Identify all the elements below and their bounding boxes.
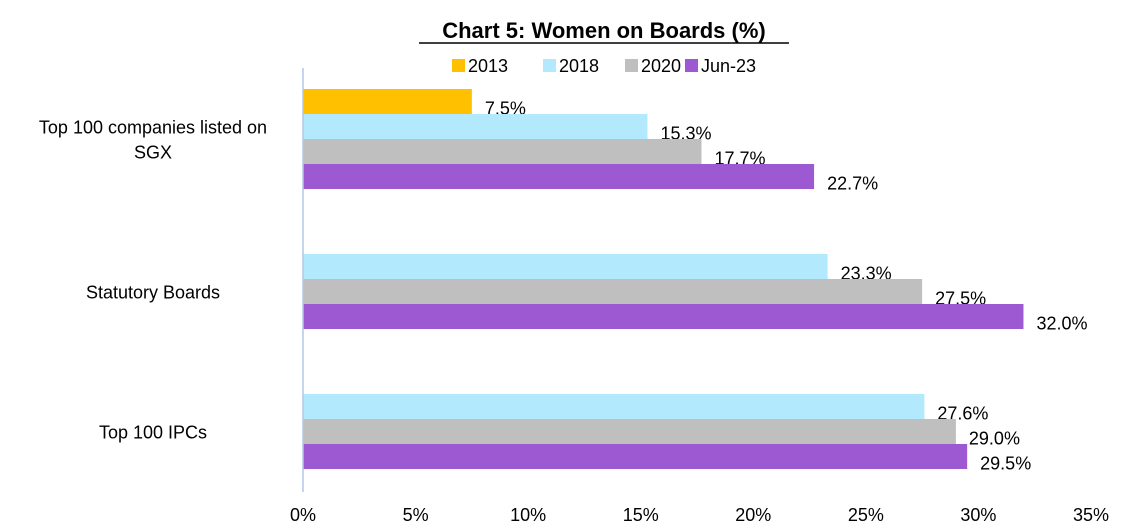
bar-2018-0: [303, 114, 648, 139]
legend-label-2018: 2018: [559, 56, 599, 76]
data-label-jun-23-1: 32.0%: [1036, 314, 1087, 334]
data-label-2018-0: 15.3%: [660, 124, 711, 144]
bar-2018-2: [303, 394, 925, 419]
category-label-2: Top 100 IPCs: [99, 423, 207, 443]
legend: 2013 2018 2020 Jun-23: [452, 56, 756, 76]
x-tick-label-0: 0%: [290, 505, 316, 525]
category-label-1: Statutory Boards: [86, 283, 220, 303]
legend-label-2020: 2020: [641, 56, 681, 76]
legend-swatch-2020: [625, 59, 638, 72]
x-tick-label-15: 15%: [623, 505, 659, 525]
chart-title: Chart 5: Women on Boards (%): [442, 18, 766, 43]
data-label-2020-1: 27.5%: [935, 289, 986, 309]
bar-2020-0: [303, 139, 702, 164]
legend-swatch-2013: [452, 59, 465, 72]
legend-label-2013: 2013: [468, 56, 508, 76]
x-tick-label-30: 30%: [960, 505, 996, 525]
bar-jun-23-0: [303, 164, 815, 189]
data-label-jun-23-0: 22.7%: [827, 174, 878, 194]
legend-swatch-2018: [543, 59, 556, 72]
data-label-2013-0: 7.5%: [485, 99, 526, 119]
data-label-2018-2: 27.6%: [937, 404, 988, 424]
data-label-2018-1: 23.3%: [841, 264, 892, 284]
x-tick-label-35: 35%: [1073, 505, 1109, 525]
x-tick-label-10: 10%: [510, 505, 546, 525]
bar-2020-2: [303, 419, 956, 444]
category-labels: Top 100 companies listed on SGX Statutory …: [39, 118, 267, 443]
bar-2013-0: [303, 89, 472, 114]
x-tick-label-5: 5%: [403, 505, 429, 525]
x-tick-label-25: 25%: [848, 505, 884, 525]
bar-2018-1: [303, 254, 828, 279]
bar-2020-1: [303, 279, 923, 304]
legend-swatch-jun-23: [685, 59, 698, 72]
x-axis-tick-labels: 0% 5% 10% 15% 20% 25% 30% 35%: [290, 505, 1109, 525]
x-tick-label-20: 20%: [735, 505, 771, 525]
data-label-2020-0: 17.7%: [715, 149, 766, 169]
category-label-0: Top 100 companies listed on SGX: [39, 118, 267, 163]
bar-jun-23-2: [303, 444, 968, 469]
legend-label-jun-23: Jun-23: [701, 56, 756, 76]
bar-jun-23-1: [303, 304, 1024, 329]
data-label-jun-23-2: 29.5%: [980, 454, 1031, 474]
data-label-2020-2: 29.0%: [969, 429, 1020, 449]
plot-area: 7.5% 15.3%17.7% 22.7% 23.3% 27.5% 32.0% 27.6% 2…: [302, 68, 1088, 492]
